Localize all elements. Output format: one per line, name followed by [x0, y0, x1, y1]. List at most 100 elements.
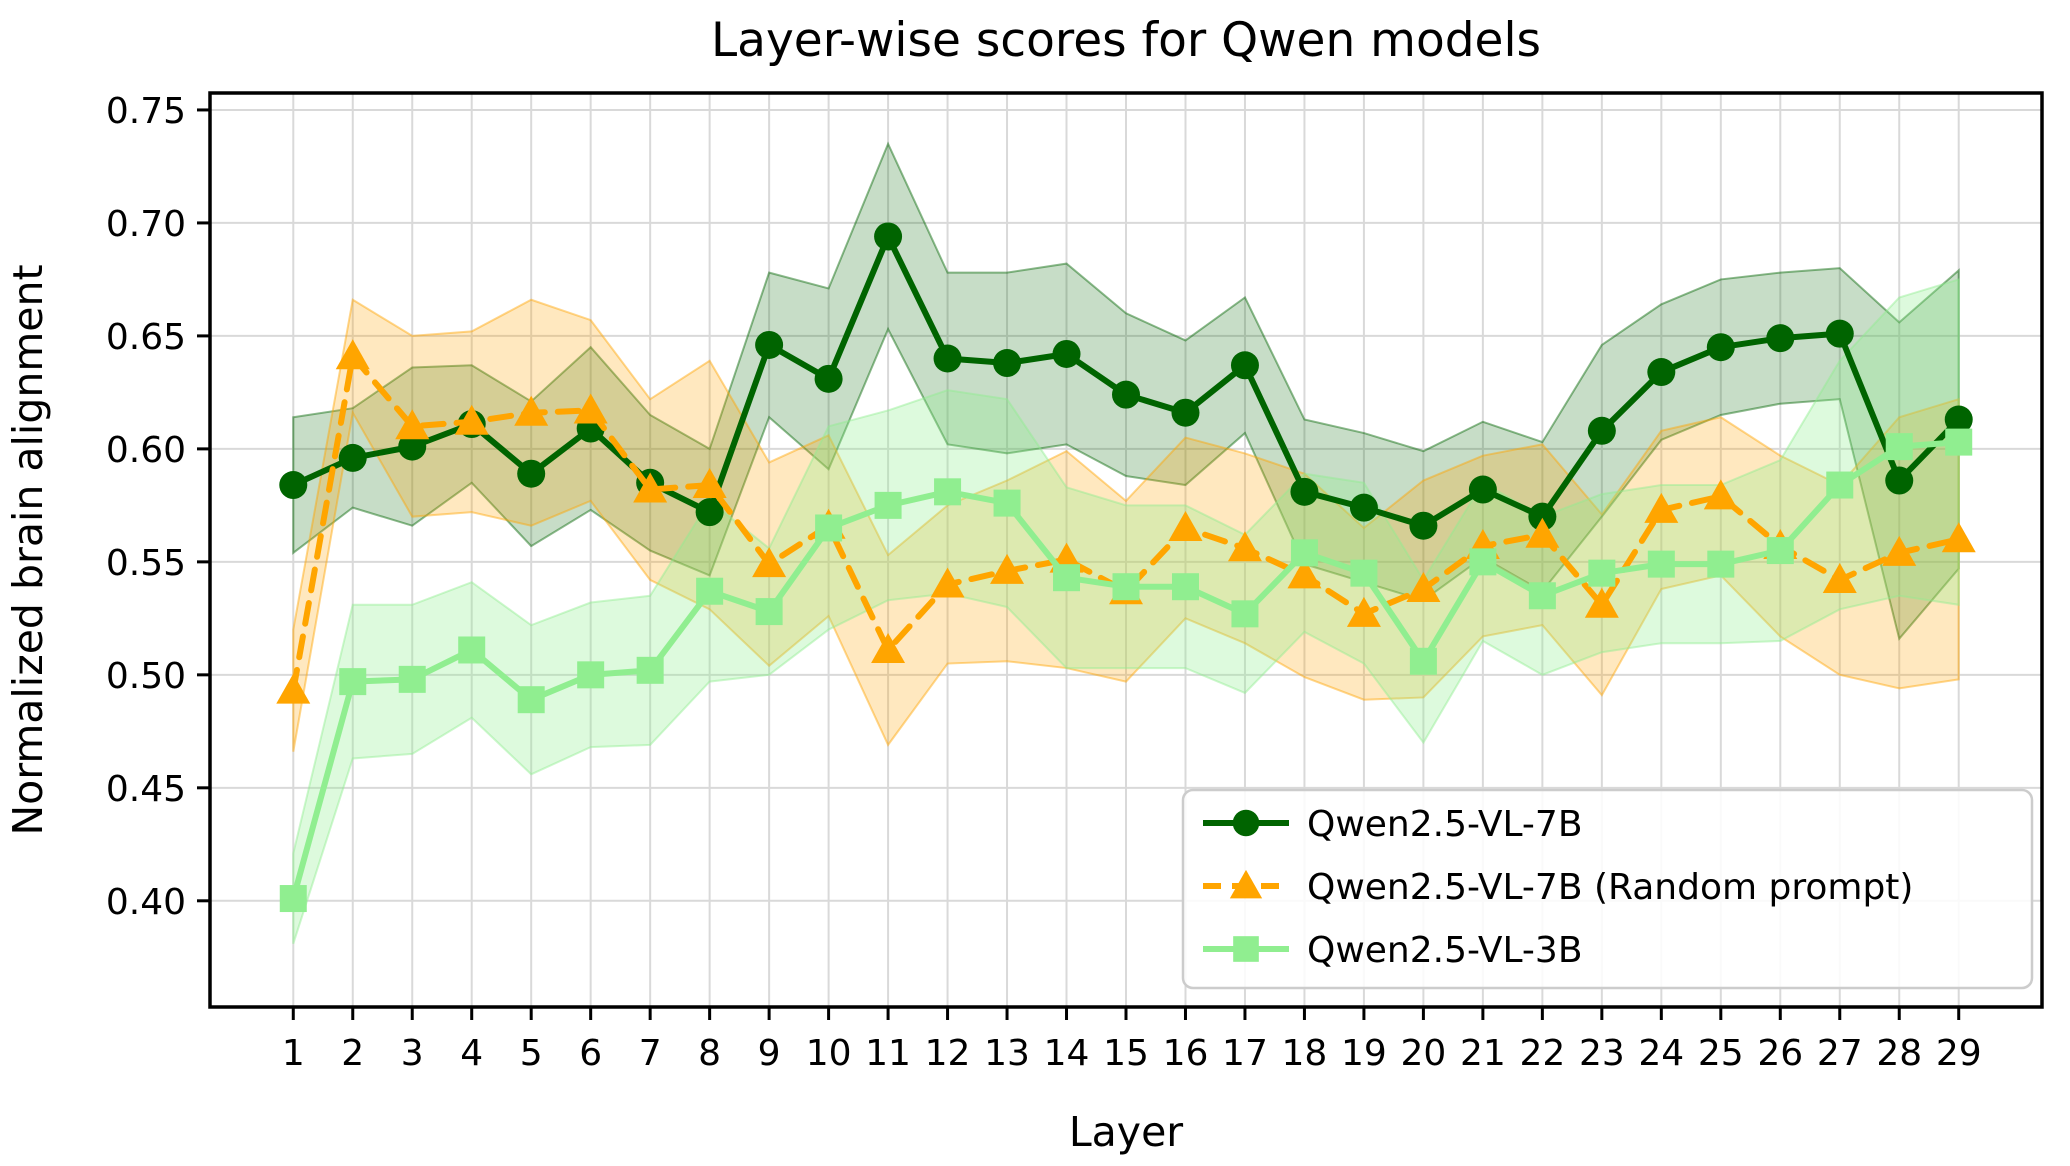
circle-marker [1885, 466, 1914, 495]
legend-label: Qwen2.5-VL-7B [1307, 804, 1583, 845]
square-marker [1588, 559, 1616, 587]
circle-marker [1825, 319, 1854, 348]
square-marker [1350, 559, 1378, 587]
x-tick-label: 14 [1044, 1033, 1090, 1074]
confidence-band [292, 278, 1960, 945]
circle-marker [993, 349, 1022, 378]
x-tick-label: 1 [282, 1033, 305, 1074]
square-marker [636, 656, 664, 684]
x-tick-label: 11 [865, 1033, 911, 1074]
x-tick-label: 26 [1757, 1033, 1803, 1074]
circle-marker [874, 222, 903, 251]
legend-label: Qwen2.5-VL-7B (Random prompt) [1307, 867, 1913, 908]
square-marker [577, 661, 605, 689]
circle-marker [279, 471, 308, 500]
square-marker [1528, 582, 1556, 610]
y-tick-label: 0.50 [106, 656, 186, 697]
x-axis-label: Layer [1069, 1108, 1183, 1156]
circle-marker [338, 443, 367, 472]
x-tick-label: 7 [639, 1033, 662, 1074]
circle-marker [1112, 380, 1140, 409]
square-marker [1053, 564, 1081, 592]
triangle-marker [692, 468, 727, 499]
x-tick-label: 2 [341, 1033, 364, 1074]
square-marker [993, 489, 1021, 517]
circle-marker [755, 330, 784, 359]
data-series [276, 222, 1976, 913]
square-marker [517, 686, 545, 714]
triangle-marker [1229, 869, 1263, 899]
triangle-marker [573, 393, 608, 424]
legend: Qwen2.5-VL-7B Qwen2.5-VL-7B (Random promp… [1181, 788, 2034, 990]
circle-marker [1587, 416, 1616, 445]
legend-label: Qwen2.5-VL-3B [1307, 930, 1583, 971]
axes: 1 2 3 4 5 6 7 8 9 10 11 12 13 14 15 16 17 18 19 20 21 22 23 24 2… [106, 91, 2044, 1074]
x-tick-label: 28 [1876, 1033, 1922, 1074]
square-marker [1231, 600, 1259, 628]
triangle-marker [1406, 571, 1441, 602]
square-marker [1885, 433, 1913, 461]
triangle-marker [1822, 562, 1857, 593]
x-tick-label: 24 [1638, 1033, 1684, 1074]
series-line [290, 353, 1962, 694]
triangle-marker [752, 547, 787, 578]
square-marker [1233, 936, 1259, 962]
legend-item: Qwen2.5-VL-3B [1203, 930, 1583, 971]
triangle-marker [335, 339, 370, 370]
triangle-marker [930, 567, 965, 598]
triangle-marker [1703, 479, 1738, 510]
x-tick-label: 18 [1282, 1033, 1328, 1074]
triangle-marker [1525, 517, 1560, 548]
legend-item: Qwen2.5-VL-7B (Random prompt) [1203, 867, 1913, 908]
x-tick-label: 25 [1698, 1033, 1744, 1074]
legend-box [1181, 788, 2034, 990]
x-tick-label: 20 [1400, 1033, 1446, 1074]
triangle-marker [1287, 558, 1322, 589]
square-marker [1112, 573, 1140, 601]
square-marker [1409, 647, 1437, 675]
series-qwen2-5-vl-7b [279, 222, 1973, 540]
y-tick-label: 0.40 [106, 882, 186, 923]
x-tick-label: 5 [520, 1033, 543, 1074]
square-marker [1647, 550, 1675, 578]
square-marker [279, 885, 307, 913]
series-qwen2-5-vl-7b-random-prompt- [276, 339, 1976, 704]
y-tick-label: 0.70 [106, 204, 186, 245]
square-marker [1707, 550, 1735, 578]
y-tick-label: 0.55 [106, 543, 186, 584]
circle-marker [1647, 358, 1676, 387]
triangle-marker [1346, 596, 1381, 627]
x-tick-label: 8 [698, 1033, 721, 1074]
y-tick-label: 0.60 [106, 430, 186, 471]
x-tick-label: 16 [1163, 1033, 1209, 1074]
y-tick-label: 0.65 [106, 317, 186, 358]
x-tick-label: 3 [401, 1033, 424, 1074]
triangle-marker [990, 553, 1025, 584]
triangle-marker [1168, 510, 1203, 541]
x-tick-label: 4 [460, 1033, 483, 1074]
circle-marker [398, 432, 427, 461]
square-marker [1290, 539, 1318, 567]
triangle-marker [871, 632, 906, 663]
circle-marker [1232, 809, 1260, 837]
circle-marker [1171, 398, 1200, 427]
square-marker [339, 668, 367, 696]
square-marker [1469, 548, 1497, 576]
x-tick-label: 22 [1519, 1033, 1565, 1074]
triangle-marker [276, 673, 311, 704]
x-tick-label: 17 [1222, 1033, 1268, 1074]
circle-marker [1944, 405, 1973, 434]
x-tick-label: 19 [1341, 1033, 1387, 1074]
x-tick-label: 27 [1817, 1033, 1863, 1074]
x-tick-label: 15 [1103, 1033, 1149, 1074]
square-marker [696, 577, 724, 605]
circle-marker [1468, 475, 1497, 504]
circle-marker [1409, 511, 1438, 540]
legend-item: Qwen2.5-VL-7B [1203, 804, 1583, 845]
y-tick-label: 0.45 [106, 769, 186, 810]
x-tick-label: 12 [925, 1033, 971, 1074]
triangle-marker [1584, 587, 1619, 618]
square-marker [398, 665, 426, 693]
triangle-marker [395, 409, 430, 440]
square-marker [934, 478, 962, 506]
